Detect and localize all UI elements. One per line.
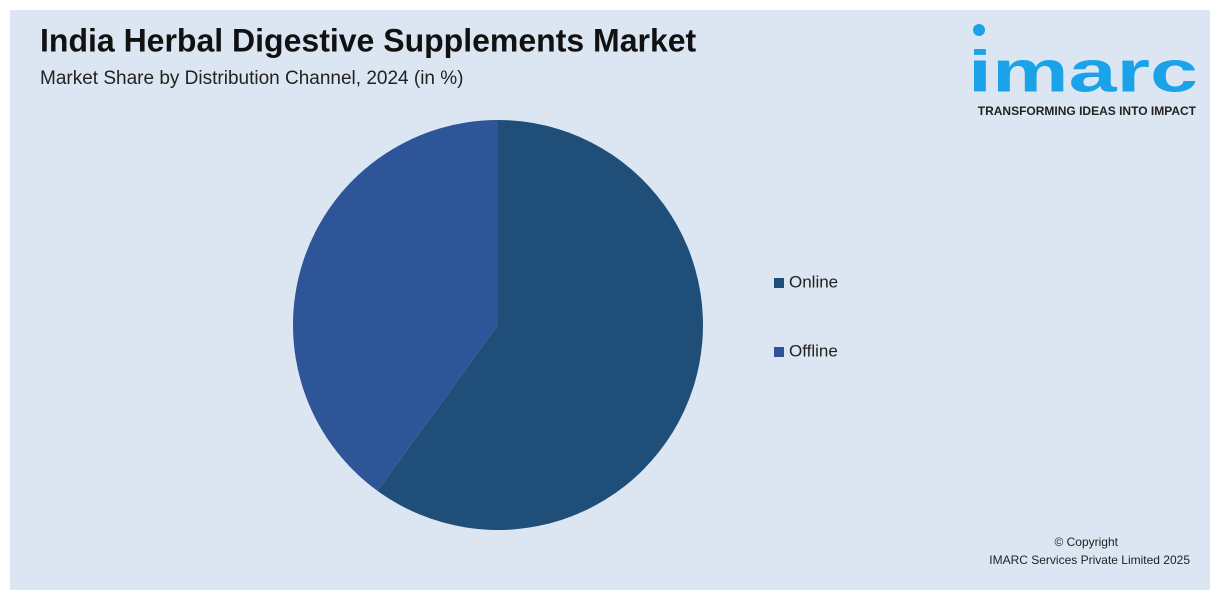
legend-label: Online — [789, 272, 838, 291]
pie-slice — [293, 120, 498, 491]
legend-label: Offline — [789, 341, 838, 360]
pie-slice — [377, 120, 703, 530]
logo: imarc — [968, 39, 1198, 104]
legend-swatch — [774, 278, 784, 288]
logo-tagline: TRANSFORMING IDEAS INTO IMPACT — [978, 104, 1197, 118]
logo-dot — [973, 24, 985, 36]
company: IMARC Services Private Limited 2025 — [989, 553, 1190, 567]
chart-subtitle: Market Share by Distribution Channel, 20… — [40, 68, 463, 89]
legend-swatch — [774, 347, 784, 357]
copyright: © Copyright — [1054, 535, 1118, 549]
chart-title: India Herbal Digestive Supplements Marke… — [40, 22, 697, 58]
